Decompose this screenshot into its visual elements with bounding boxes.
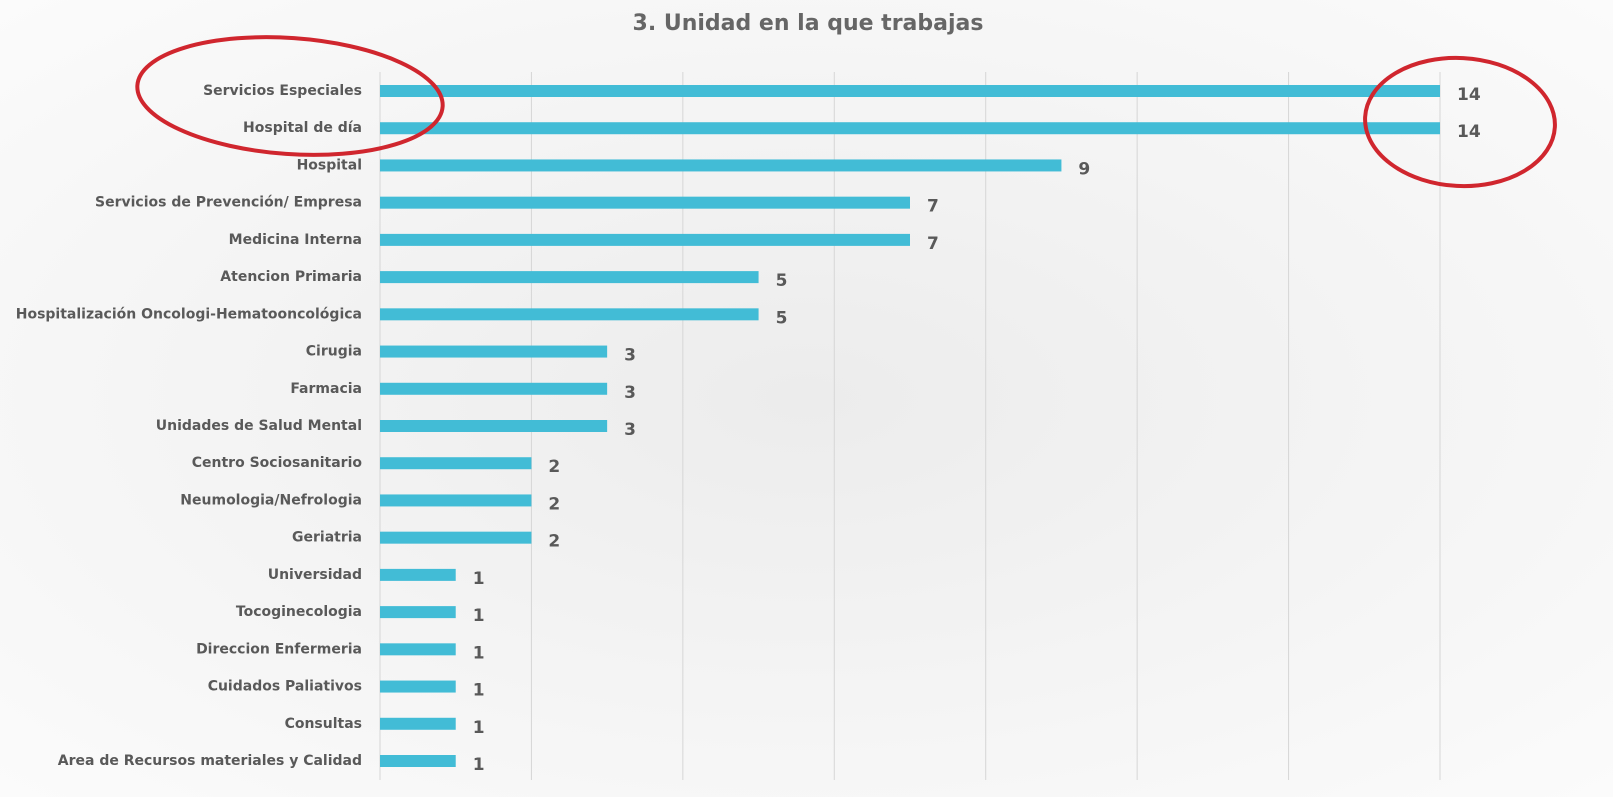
bar: [380, 197, 910, 209]
value-label: 3: [624, 420, 636, 440]
bar: [380, 494, 531, 506]
bar: [380, 457, 531, 469]
category-label: Tocoginecologia: [236, 604, 362, 620]
value-label: 5: [776, 271, 788, 291]
category-label: Universidad: [268, 567, 362, 583]
bar: [380, 569, 456, 581]
value-label: 1: [473, 755, 485, 775]
value-label: 1: [473, 681, 485, 701]
value-label: 3: [624, 383, 636, 403]
category-label: Direccion Enfermeria: [196, 641, 362, 657]
category-label: Hospital de día: [243, 120, 362, 136]
category-label: Servicios de Prevención/ Empresa: [95, 195, 362, 211]
category-label: Centro Sociosanitario: [192, 455, 363, 471]
category-label: Medicina Interna: [229, 232, 362, 248]
value-label: 1: [473, 606, 485, 626]
bar: [380, 308, 759, 320]
bar: [380, 346, 607, 358]
bar: [380, 85, 1440, 97]
value-label: 3: [624, 346, 636, 366]
category-label: Hospitalización Oncologi-Hematooncológic…: [16, 306, 362, 322]
category-label: Hospital: [297, 157, 362, 173]
value-label: 14: [1457, 122, 1481, 142]
bar: [380, 606, 456, 618]
category-label: Consultas: [285, 716, 362, 732]
bar: [380, 271, 759, 283]
bar: [380, 383, 607, 395]
value-label: 2: [548, 457, 560, 477]
bar: [380, 420, 607, 432]
value-label: 1: [473, 718, 485, 738]
category-label: Geriatria: [292, 530, 362, 546]
chart-title: 3. Unidad en la que trabajas: [633, 11, 984, 36]
bar: [380, 643, 456, 655]
category-label: Cirugia: [306, 344, 362, 360]
category-label: Unidades de Salud Mental: [156, 418, 362, 434]
background: [0, 0, 1613, 797]
value-label: 14: [1457, 85, 1481, 105]
category-label: Servicios Especiales: [203, 83, 362, 99]
value-label: 2: [548, 494, 560, 514]
bar: [380, 122, 1440, 134]
category-label: Cuidados Paliativos: [208, 679, 362, 695]
value-label: 2: [548, 532, 560, 552]
value-label: 5: [776, 308, 788, 328]
category-label: Farmacia: [290, 381, 362, 397]
bar: [380, 234, 910, 246]
bar: [380, 718, 456, 730]
value-label: 7: [927, 197, 939, 217]
page: {"chart_data": {"type": "bar", "orientat…: [0, 0, 1613, 797]
category-label: Area de Recursos materiales y Calidad: [58, 753, 362, 769]
chart: 3. Unidad en la que trabajas Servicios E…: [0, 0, 1613, 797]
bar: [380, 159, 1061, 171]
bar: [380, 681, 456, 693]
value-label: 9: [1078, 159, 1090, 179]
category-label: Atencion Primaria: [220, 269, 362, 285]
value-label: 1: [473, 569, 485, 589]
value-label: 1: [473, 643, 485, 663]
category-label: Neumologia/Nefrologia: [180, 492, 362, 508]
bar: [380, 755, 456, 767]
value-label: 7: [927, 234, 939, 254]
bar: [380, 532, 531, 544]
